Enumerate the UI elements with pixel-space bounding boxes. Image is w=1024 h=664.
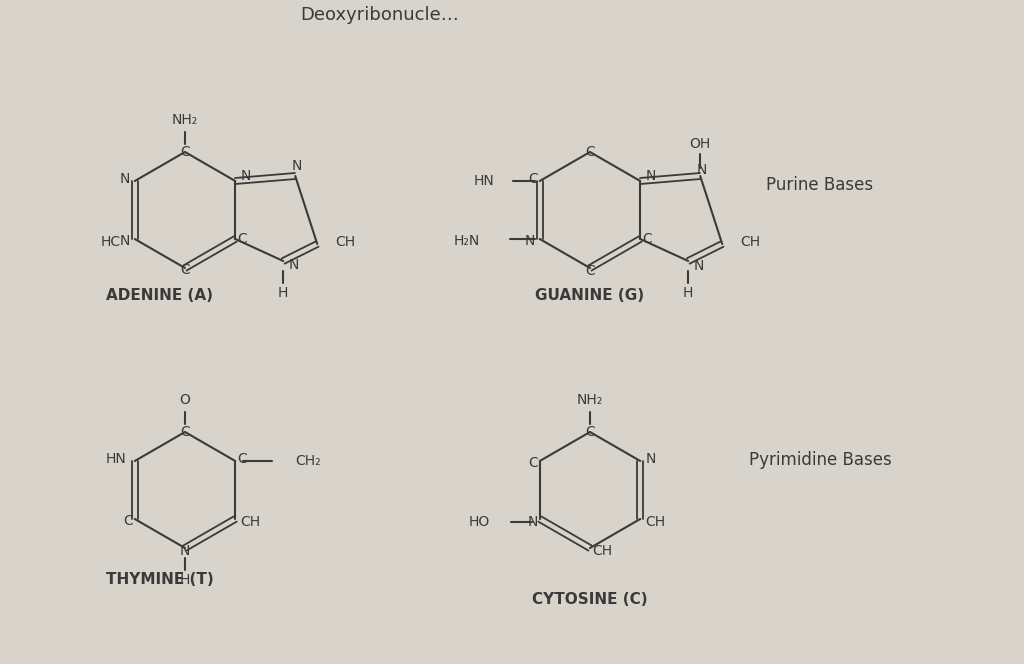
Text: C: C	[180, 425, 189, 439]
Text: N: N	[524, 234, 535, 248]
Text: CH: CH	[740, 235, 761, 249]
Text: HC: HC	[100, 235, 121, 249]
Text: THYMINE (T): THYMINE (T)	[106, 572, 214, 588]
Text: CH: CH	[335, 235, 355, 249]
Text: N: N	[292, 159, 302, 173]
Text: CH: CH	[241, 515, 260, 529]
Text: N: N	[120, 172, 130, 186]
Text: N: N	[288, 258, 299, 272]
Text: N: N	[693, 259, 703, 273]
Text: OH: OH	[689, 137, 711, 151]
Text: HO: HO	[469, 515, 489, 529]
Text: H: H	[683, 286, 693, 300]
Text: CH: CH	[645, 515, 666, 529]
Text: H₂N: H₂N	[454, 234, 480, 248]
Text: N: N	[645, 169, 655, 183]
Text: H: H	[180, 573, 190, 587]
Text: C: C	[238, 452, 247, 466]
Text: GUANINE (G): GUANINE (G)	[536, 288, 644, 303]
Text: N: N	[241, 169, 251, 183]
Text: C: C	[585, 425, 595, 439]
Text: Deoxyribonucle…: Deoxyribonucle…	[301, 6, 460, 24]
Text: C: C	[180, 263, 189, 277]
Text: N: N	[180, 544, 190, 558]
Text: Purine Bases: Purine Bases	[766, 176, 873, 194]
Text: CH: CH	[592, 544, 612, 558]
Text: N: N	[645, 452, 655, 466]
Text: N: N	[120, 234, 130, 248]
Text: NH₂: NH₂	[577, 393, 603, 407]
Text: H: H	[279, 286, 289, 300]
Text: Pyrimidine Bases: Pyrimidine Bases	[749, 451, 891, 469]
Text: C: C	[238, 232, 247, 246]
Text: ADENINE (A): ADENINE (A)	[106, 288, 213, 303]
Text: CH₂: CH₂	[295, 454, 321, 468]
Text: C: C	[642, 232, 652, 246]
Text: N: N	[697, 163, 708, 177]
Text: C: C	[123, 514, 133, 528]
Text: N: N	[527, 515, 538, 529]
Text: C: C	[528, 172, 538, 186]
Text: C: C	[528, 456, 538, 470]
Text: C: C	[180, 145, 189, 159]
Text: CYTOSINE (C): CYTOSINE (C)	[532, 592, 648, 608]
Text: O: O	[179, 393, 190, 407]
Text: HN: HN	[106, 452, 127, 466]
Text: NH₂: NH₂	[172, 113, 198, 127]
Text: C: C	[585, 145, 595, 159]
Text: C: C	[585, 264, 595, 278]
Text: HN: HN	[474, 174, 495, 188]
